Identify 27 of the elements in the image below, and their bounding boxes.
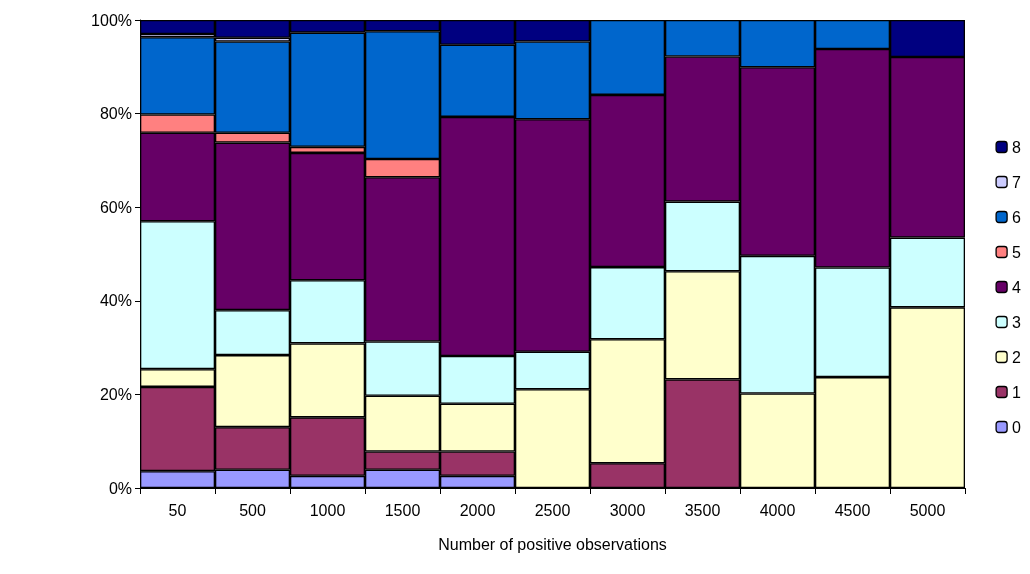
x-tick-label: 3000: [609, 501, 646, 519]
x-tick-label: 4000: [759, 501, 796, 519]
y-tick-label: 20%: [99, 385, 132, 403]
x-tick-label: 3500: [684, 501, 721, 519]
x-tick-label: 4500: [834, 501, 871, 519]
x-tick-label: 5000: [909, 501, 946, 519]
x-tick-label: 50: [168, 501, 187, 519]
x-axis-title: Number of positive observations: [438, 535, 667, 553]
legend-label: 8: [1012, 138, 1022, 156]
legend-label: 5: [1012, 243, 1022, 261]
y-tick-label: 100%: [91, 11, 132, 29]
legend-label: 6: [1012, 208, 1022, 226]
y-tick-label: 80%: [99, 105, 132, 123]
y-tick-label: 60%: [99, 198, 132, 216]
x-tick-label: 1500: [384, 501, 421, 519]
legend-label: 0: [1012, 418, 1022, 436]
y-tick-label: 40%: [99, 292, 132, 310]
x-tick-label: 500: [239, 501, 266, 519]
legend-label: 1: [1012, 383, 1022, 401]
legend-label: 2: [1012, 348, 1022, 366]
legend-label: 4: [1012, 278, 1022, 296]
x-tick-label: 2500: [534, 501, 571, 519]
legend-label: 7: [1012, 173, 1022, 191]
legend-label: 3: [1012, 313, 1022, 331]
x-tick-label: 2000: [459, 501, 496, 519]
y-tick-label: 0%: [108, 479, 132, 497]
x-tick-label: 1000: [309, 501, 346, 519]
